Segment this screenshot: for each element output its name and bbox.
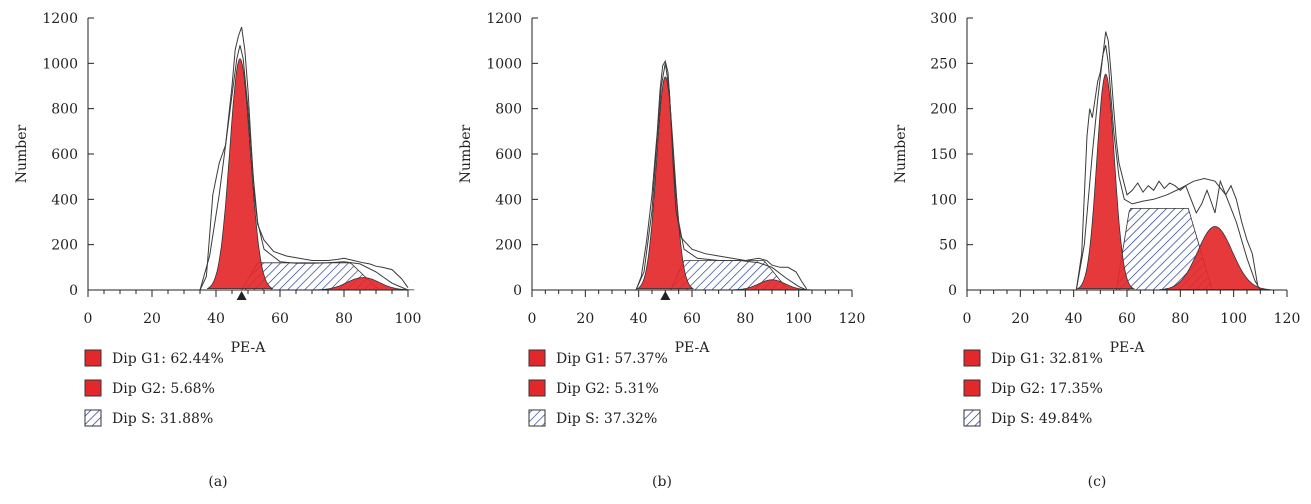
x-tick-label: 20: [143, 311, 161, 327]
x-tick-label: 120: [839, 311, 866, 327]
x-tick-label: 0: [528, 311, 537, 327]
y-tick-label: 800: [51, 102, 78, 118]
g2-peak-area: [729, 279, 815, 291]
x-tick-label: 0: [963, 311, 972, 327]
y-tick-label: 300: [930, 11, 957, 27]
panel-label: (c): [1088, 474, 1107, 490]
y-axis-label: Number: [893, 124, 909, 183]
y-tick-label: 150: [930, 147, 957, 163]
legend-swatch-g: [528, 379, 546, 397]
x-tick-label: 100: [395, 311, 422, 327]
x-axis-label: PE-A: [1110, 340, 1146, 356]
x-tick-label: 100: [785, 311, 812, 327]
legend-swatch-g: [963, 379, 981, 397]
peak-marker-icon: [660, 291, 671, 300]
y-tick-label: 100: [930, 192, 957, 208]
x-tick-label: 60: [1118, 311, 1136, 327]
g2-peak-area: [1159, 226, 1271, 291]
y-tick-label: 600: [51, 147, 78, 163]
x-tick-label: 120: [1274, 311, 1301, 327]
legend-swatch-g: [84, 379, 102, 397]
y-tick-label: 800: [495, 102, 522, 118]
y-tick-label: 0: [69, 283, 78, 299]
x-tick-label: 20: [1011, 311, 1029, 327]
y-tick-label: 1000: [486, 56, 522, 72]
panel-label: (a): [208, 474, 227, 490]
g1-peak-area: [207, 58, 273, 290]
legend-swatch-s: [963, 409, 981, 427]
y-tick-label: 600: [495, 147, 522, 163]
panel-3: 0 50 100 150 200 250 300 0 20 40 60 80 100 120 PE-A Num…: [893, 11, 1300, 490]
s-phase-area: [1115, 207, 1213, 291]
legend-swatch-g: [963, 349, 981, 367]
x-tick-label: 80: [736, 311, 754, 327]
histogram-curve: [635, 59, 808, 291]
y-tick-label: 1200: [42, 11, 78, 27]
x-tick-label: 80: [335, 311, 353, 327]
y-tick-label: 1000: [42, 56, 78, 72]
x-tick-label: 80: [1171, 311, 1189, 327]
y-tick-label: 50: [939, 238, 957, 254]
g2-peak-area: [312, 277, 415, 291]
histogram-curve: [199, 26, 409, 291]
legend-swatch-s: [84, 409, 102, 427]
panel-1: 0 200 400 600 800 1000 1200 0 20 40 60 80 100 PE-A Num…: [14, 11, 421, 490]
panel-2: 0 200 400 600 800 1000 1200 0 20 40 60 80 100 120 PE-A…: [458, 11, 865, 490]
x-tick-label: 40: [207, 311, 225, 327]
x-tick-label: 0: [84, 311, 93, 327]
x-tick-label: 60: [271, 311, 289, 327]
legend-label: Dip S: 37.32%: [556, 411, 657, 427]
y-axis-label: Number: [458, 124, 474, 183]
x-tick-label: 40: [630, 311, 648, 327]
x-tick-label: 40: [1065, 311, 1083, 327]
legend-label: Dip S: 49.84%: [991, 411, 1092, 427]
y-axis-label: Number: [14, 124, 30, 183]
x-axis-label: PE-A: [231, 340, 267, 356]
peak-marker-icon: [236, 291, 247, 300]
legend-label: Dip S: 31.88%: [112, 411, 213, 427]
legend-swatch-g: [84, 349, 102, 367]
x-tick-label: 60: [683, 311, 701, 327]
y-tick-label: 200: [930, 102, 957, 118]
y-tick-label: 1200: [486, 11, 522, 27]
legend-label: Dip G2: 17.35%: [991, 381, 1103, 397]
x-tick-label: 100: [1220, 311, 1247, 327]
legend-label: Dip G1: 32.81%: [991, 351, 1103, 367]
legend-label: Dip G1: 57.37%: [556, 351, 668, 367]
y-tick-label: 0: [513, 283, 522, 299]
g1-peak-area: [1075, 73, 1136, 290]
legend-swatch-g: [528, 349, 546, 367]
legend-label: Dip G2: 5.68%: [112, 381, 215, 397]
legend-swatch-s: [528, 409, 546, 427]
legend-label: Dip G2: 5.31%: [556, 381, 659, 397]
y-tick-label: 250: [930, 56, 957, 72]
legend-label: Dip G1: 62.44%: [112, 351, 224, 367]
y-tick-label: 200: [51, 238, 78, 254]
y-tick-label: 0: [948, 283, 957, 299]
x-tick-label: 20: [576, 311, 594, 327]
panel-label: (b): [652, 474, 672, 490]
y-tick-label: 200: [495, 238, 522, 254]
histogram-curve: [1075, 31, 1259, 291]
y-tick-label: 400: [51, 192, 78, 208]
y-tick-label: 400: [495, 192, 522, 208]
x-axis-label: PE-A: [675, 340, 711, 356]
g1-peak-area: [637, 76, 694, 290]
